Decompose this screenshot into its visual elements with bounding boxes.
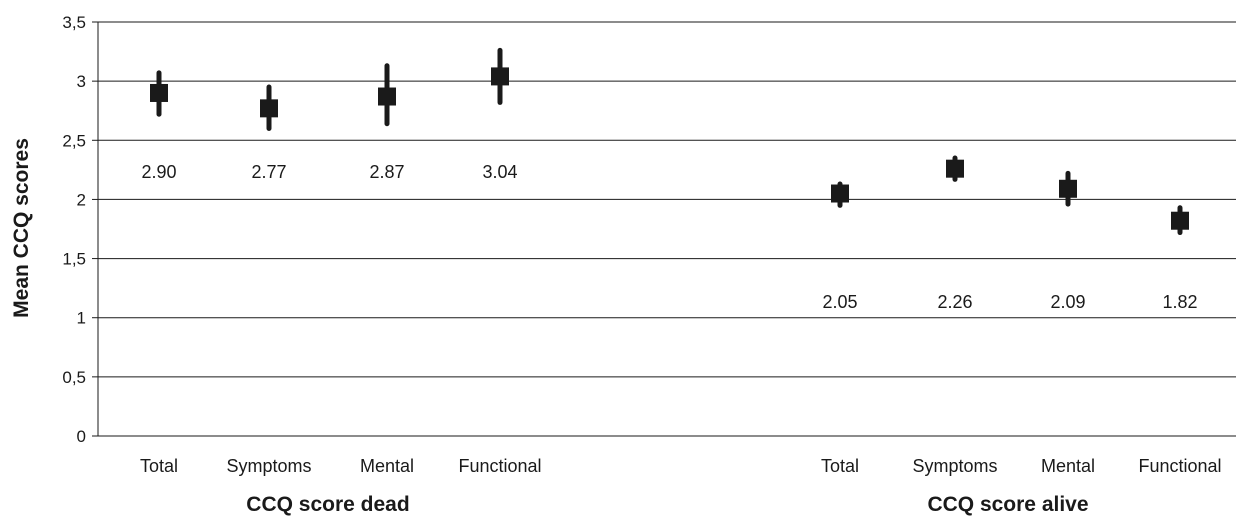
data-label: 2.90 (141, 162, 176, 182)
axes (92, 21, 1236, 437)
group-label-dead: CCQ score dead (246, 493, 409, 516)
category-labels: Total Symptoms Mental Functional Total Sympto… (140, 456, 1222, 476)
y-axis-label: Mean CCQ scores (10, 138, 33, 318)
data-point (1059, 179, 1077, 198)
data-label: 1.82 (1162, 292, 1197, 312)
category-label: Functional (1138, 456, 1221, 476)
data-label: 2.87 (369, 162, 404, 182)
data-label: 2.26 (937, 292, 972, 312)
y-tick-label: 2 (77, 190, 86, 209)
category-label: Symptoms (912, 456, 997, 476)
data-label: 2.77 (251, 162, 286, 182)
data-labels: 2.90 2.77 2.87 3.04 2.05 2.26 2.09 1.82 (141, 162, 1197, 312)
category-label: Functional (458, 456, 541, 476)
data-point (150, 83, 168, 102)
y-tick-label: 3,5 (62, 13, 86, 32)
category-label: Total (821, 456, 859, 476)
data-point (1171, 211, 1189, 230)
data-point (946, 159, 964, 178)
category-label: Mental (360, 456, 414, 476)
data-point (831, 184, 849, 203)
y-tick-label: 1 (77, 309, 86, 328)
data-label: 2.05 (822, 292, 857, 312)
data-label: 2.09 (1050, 292, 1085, 312)
data-point (491, 67, 509, 86)
category-label: Total (140, 456, 178, 476)
group-label-alive: CCQ score alive (927, 493, 1088, 516)
y-tick-label: 3 (77, 72, 86, 91)
data-marks (150, 47, 1189, 236)
data-point (378, 87, 396, 106)
y-tick-label: 1,5 (62, 250, 86, 269)
data-label: 3.04 (482, 162, 517, 182)
y-tick-label: 0,5 (62, 368, 86, 387)
y-tick-label: 0 (77, 427, 86, 446)
gridlines (98, 21, 1236, 378)
category-label: Symptoms (226, 456, 311, 476)
category-label: Mental (1041, 456, 1095, 476)
data-point (260, 99, 278, 118)
y-tick-labels: 0 0,5 1 1,5 2 2,5 3 3,5 (62, 13, 86, 446)
y-tick-label: 2,5 (62, 131, 86, 150)
